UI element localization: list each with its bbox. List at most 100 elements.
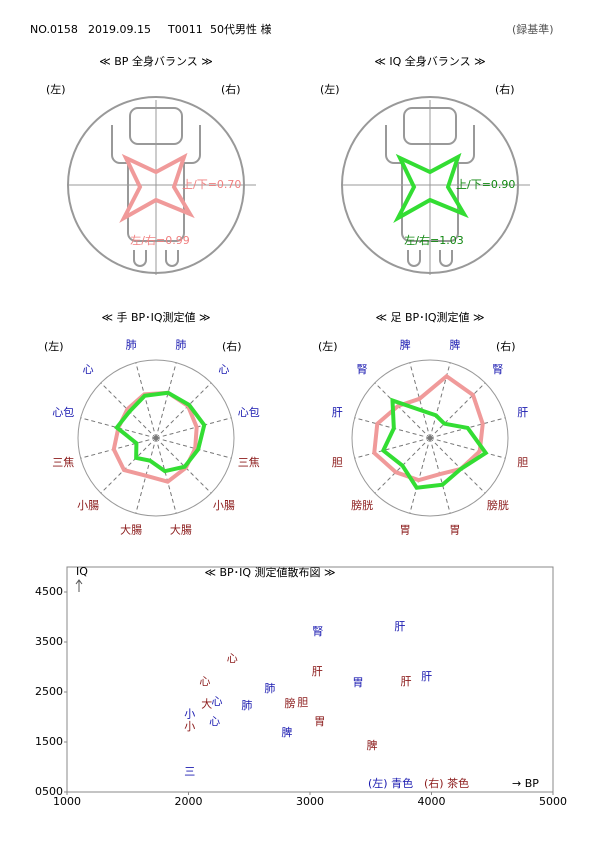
- scatter-point: 心: [199, 675, 210, 688]
- radar-spoke: [135, 362, 157, 439]
- scatter-point: 三: [184, 765, 195, 778]
- right-label: (右): [496, 339, 516, 353]
- scatter-point: 小: [184, 720, 195, 733]
- radar-label: 脾: [449, 337, 460, 351]
- scatter-point: 肝: [312, 665, 323, 678]
- radar-label: 心包: [238, 406, 260, 419]
- scatter-point: 肺: [264, 682, 275, 695]
- y-axis-label: IQ: [76, 565, 88, 578]
- scatter-point: 小: [184, 708, 195, 721]
- balance-star: [119, 152, 195, 224]
- left-label: (左): [320, 83, 340, 96]
- radar-label: 腎: [357, 363, 368, 376]
- radar-label: 胆: [517, 456, 528, 469]
- radar-label: 肝: [332, 406, 343, 419]
- radar-label: 膀胱: [351, 498, 373, 512]
- radar-label: 心包: [52, 406, 74, 419]
- radar-label: 肺: [175, 338, 186, 351]
- x-tick-label: 5000: [539, 795, 567, 808]
- scatter-point: 肝: [400, 675, 411, 688]
- radar-spoke: [155, 437, 177, 514]
- y-tick-label: 0500: [35, 785, 63, 798]
- legend-entry: (左) 青色: [368, 776, 413, 790]
- radar-spoke: [374, 382, 431, 439]
- chart-title: ≪ BP 全身バランス ≫: [99, 54, 212, 68]
- radar-label: 肝: [517, 406, 528, 419]
- y-arrow: [75, 579, 83, 592]
- scatter-point: 胃: [352, 676, 363, 689]
- y-tick-label: 4500: [35, 585, 63, 598]
- y-tick-label: 1500: [35, 735, 63, 748]
- plot-frame: [66, 566, 554, 793]
- balance-star: [393, 152, 469, 224]
- scatter-point: 心: [212, 695, 223, 708]
- scatter-point: 肝: [394, 620, 405, 633]
- radar-label: 胃: [400, 524, 411, 537]
- scatter-point: 膀: [284, 696, 295, 710]
- radar-label: 膀胱: [487, 498, 509, 512]
- scatter-point: 脾: [281, 725, 292, 739]
- radar-label: 小腸: [213, 499, 235, 512]
- radar-label: 大腸: [170, 523, 192, 537]
- radar-circle: [77, 359, 235, 517]
- radar-label: 心: [218, 363, 229, 376]
- y-tick-label: 2500: [35, 685, 63, 698]
- x-tick-label: 3000: [296, 795, 324, 808]
- radar-spoke: [429, 437, 486, 494]
- radar-spoke: [429, 362, 451, 439]
- chart-title: ≪ BP･IQ 測定値散布図 ≫: [204, 565, 335, 579]
- report-no: NO.0158: [30, 23, 78, 36]
- radar-label: 胃: [449, 524, 460, 537]
- right-label: (右): [495, 82, 515, 96]
- report-date: 2019.09.15: [88, 23, 151, 36]
- scatter-point: 肝: [421, 670, 432, 683]
- chart-title: ≪ 手 BP･IQ測定値 ≫: [101, 310, 210, 324]
- radar-label: 大腸: [120, 523, 142, 537]
- scatter-point: 大: [201, 697, 212, 711]
- scatter-point: 脾: [366, 738, 377, 752]
- radar-spoke: [100, 437, 157, 494]
- right-label: (右): [222, 339, 242, 353]
- horizontal-ratio: 左/右=0.99: [130, 233, 189, 247]
- radar-spoke: [409, 437, 431, 514]
- scatter-point: 腎: [312, 625, 323, 638]
- left-label: (左): [44, 340, 64, 353]
- radar-label: 小腸: [77, 499, 99, 512]
- radar-spoke: [155, 382, 212, 439]
- report-id: T0011: [167, 23, 203, 36]
- scatter-point: 肺: [241, 699, 252, 712]
- radar-line: [380, 397, 489, 490]
- x-tick-label: 2000: [175, 795, 203, 808]
- radar-label: 胆: [332, 456, 343, 469]
- radar-spoke: [155, 417, 232, 439]
- chart-title: ≪ IQ 全身バランス ≫: [374, 54, 485, 68]
- radar-label: 三焦: [238, 456, 260, 469]
- x-tick-label: 4000: [418, 795, 446, 808]
- left-label: (左): [318, 340, 338, 353]
- radar-line: [372, 373, 485, 483]
- radar-label: 脾: [400, 337, 411, 351]
- radar-spoke: [429, 382, 486, 439]
- vertical-ratio: 上/下=0.90: [456, 178, 515, 191]
- report-person: 50代男性 様: [210, 22, 272, 36]
- radar-label: 腎: [492, 363, 503, 376]
- radar-line: [114, 390, 207, 474]
- horizontal-ratio: 左/右=1.03: [404, 233, 463, 247]
- radar-spoke: [354, 437, 431, 459]
- scatter-point: 胆: [297, 696, 308, 709]
- x-tick-label: 1000: [53, 795, 81, 808]
- scatter-point: 心: [209, 715, 220, 728]
- chart-title: ≪ 足 BP･IQ測定値 ≫: [375, 310, 484, 324]
- radar-spoke: [155, 362, 177, 439]
- radar-spoke: [80, 417, 157, 439]
- vertical-ratio: 上/下=0.70: [182, 178, 241, 191]
- radar-spoke: [429, 437, 506, 459]
- right-label: (右): [221, 82, 241, 96]
- radar-line: [111, 390, 199, 484]
- radar-label: 肺: [126, 338, 137, 351]
- y-tick-label: 3500: [35, 635, 63, 648]
- scatter-point: 心: [227, 652, 238, 665]
- radar-spoke: [80, 437, 157, 459]
